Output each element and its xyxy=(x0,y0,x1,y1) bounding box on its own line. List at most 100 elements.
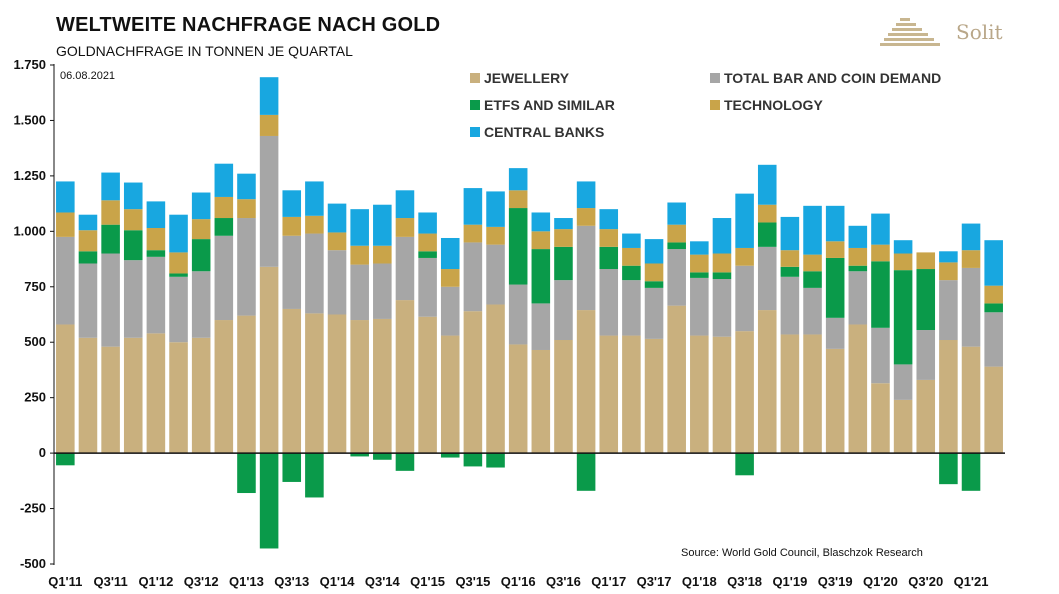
bar-central-banks-24 xyxy=(576,181,596,209)
y-tick-label: 0 xyxy=(39,445,46,460)
bar-jewellery-10 xyxy=(259,266,279,454)
bar-technology-14 xyxy=(350,245,369,265)
y-tick-label: -250 xyxy=(20,501,46,516)
bar-central-banks-23 xyxy=(554,218,573,230)
bar-bar-coin-7 xyxy=(191,271,211,338)
bar-central-banks-1 xyxy=(56,181,75,213)
bar-technology-12 xyxy=(305,215,324,234)
bar-bar-coin-29 xyxy=(690,277,709,336)
bar-etfs-1 xyxy=(56,453,75,466)
bar-technology-4 xyxy=(123,209,143,231)
bar-bar-coin-36 xyxy=(848,271,868,325)
bar-etfs-28 xyxy=(667,242,686,250)
bar-technology-13 xyxy=(327,232,347,251)
bar-jewellery-33 xyxy=(780,334,800,454)
bar-jewellery-32 xyxy=(757,310,777,454)
bar-jewellery-22 xyxy=(531,349,551,454)
bar-technology-34 xyxy=(803,254,822,272)
bar-central-banks-41 xyxy=(961,223,981,251)
bars xyxy=(56,77,1003,549)
bar-jewellery-14 xyxy=(350,320,369,454)
bar-etfs-21 xyxy=(508,208,528,285)
bar-jewellery-4 xyxy=(123,337,143,454)
bar-jewellery-15 xyxy=(373,318,392,454)
bar-bar-coin-33 xyxy=(780,276,800,335)
bar-etfs-8 xyxy=(214,218,234,236)
bar-etfs-3 xyxy=(101,224,120,254)
logo-text: Solit xyxy=(956,20,1003,44)
bar-etfs-23 xyxy=(554,246,573,281)
bar-central-banks-35 xyxy=(825,205,845,242)
bar-jewellery-6 xyxy=(169,342,188,454)
bar-technology-28 xyxy=(667,224,686,243)
bar-bar-coin-35 xyxy=(825,317,845,349)
bar-central-banks-3 xyxy=(101,172,120,201)
bar-central-banks-8 xyxy=(214,163,234,197)
bar-jewellery-40 xyxy=(939,340,958,454)
y-tick-label: 1.500 xyxy=(13,112,46,127)
bar-bar-coin-25 xyxy=(599,269,619,336)
bar-etfs-18 xyxy=(440,453,460,458)
bar-jewellery-17 xyxy=(418,316,437,454)
bar-technology-18 xyxy=(440,269,460,287)
bar-bar-coin-24 xyxy=(576,225,596,311)
bar-jewellery-7 xyxy=(191,337,211,454)
bar-etfs-36 xyxy=(848,265,868,272)
bar-bar-coin-30 xyxy=(712,279,732,337)
bar-central-banks-26 xyxy=(622,233,641,248)
bar-central-banks-17 xyxy=(418,212,437,234)
chart-title: WELTWEITE NACHFRAGE NACH GOLD xyxy=(56,14,441,36)
x-tick-label: Q1'12 xyxy=(138,574,173,589)
bar-jewellery-34 xyxy=(803,334,822,454)
bar-central-banks-18 xyxy=(440,237,460,270)
bar-central-banks-16 xyxy=(395,190,415,219)
bar-central-banks-21 xyxy=(508,168,528,191)
bar-etfs-31 xyxy=(735,453,754,476)
bar-central-banks-40 xyxy=(939,251,958,263)
bar-bar-coin-15 xyxy=(373,263,392,319)
bar-jewellery-18 xyxy=(440,335,460,454)
bar-technology-5 xyxy=(146,228,166,251)
bar-bar-coin-14 xyxy=(350,264,369,321)
bar-etfs-14 xyxy=(350,453,369,457)
x-tick-label: Q3'17 xyxy=(637,574,672,589)
bar-etfs-27 xyxy=(644,281,664,288)
bar-central-banks-7 xyxy=(191,192,211,220)
bar-technology-38 xyxy=(893,253,913,271)
bar-jewellery-19 xyxy=(463,311,483,454)
x-tick-label: Q3'18 xyxy=(727,574,762,589)
bar-etfs-40 xyxy=(939,453,958,485)
bar-jewellery-36 xyxy=(848,324,868,454)
bar-jewellery-37 xyxy=(871,383,890,454)
bar-technology-11 xyxy=(282,216,302,236)
bar-central-banks-30 xyxy=(712,218,732,254)
bar-bar-coin-1 xyxy=(56,236,75,325)
bar-etfs-38 xyxy=(893,270,913,365)
bar-technology-15 xyxy=(373,245,392,264)
y-tick-label: 1.750 xyxy=(13,57,46,72)
pyramid-logo-icon xyxy=(880,18,940,46)
bar-bar-coin-9 xyxy=(237,218,256,316)
bar-bar-coin-3 xyxy=(101,253,120,347)
bar-technology-16 xyxy=(395,218,415,237)
bar-etfs-42 xyxy=(984,303,1003,313)
bar-etfs-16 xyxy=(395,453,415,471)
bar-central-banks-6 xyxy=(169,214,188,253)
bar-bar-coin-13 xyxy=(327,250,347,315)
bar-bar-coin-32 xyxy=(757,246,777,311)
bar-technology-36 xyxy=(848,247,868,266)
bar-central-banks-42 xyxy=(984,240,1003,286)
bar-central-banks-28 xyxy=(667,202,686,225)
bar-bar-coin-4 xyxy=(123,260,143,338)
bar-technology-27 xyxy=(644,263,664,282)
bar-central-banks-11 xyxy=(282,190,302,217)
bar-technology-33 xyxy=(780,250,800,267)
bar-etfs-10 xyxy=(259,453,279,549)
bar-jewellery-28 xyxy=(667,305,686,454)
bar-etfs-5 xyxy=(146,250,166,257)
bar-technology-6 xyxy=(169,252,188,274)
legend-label-central-banks: CENTRAL BANKS xyxy=(484,124,604,140)
bar-technology-41 xyxy=(961,250,981,268)
bar-bar-coin-39 xyxy=(916,330,936,380)
